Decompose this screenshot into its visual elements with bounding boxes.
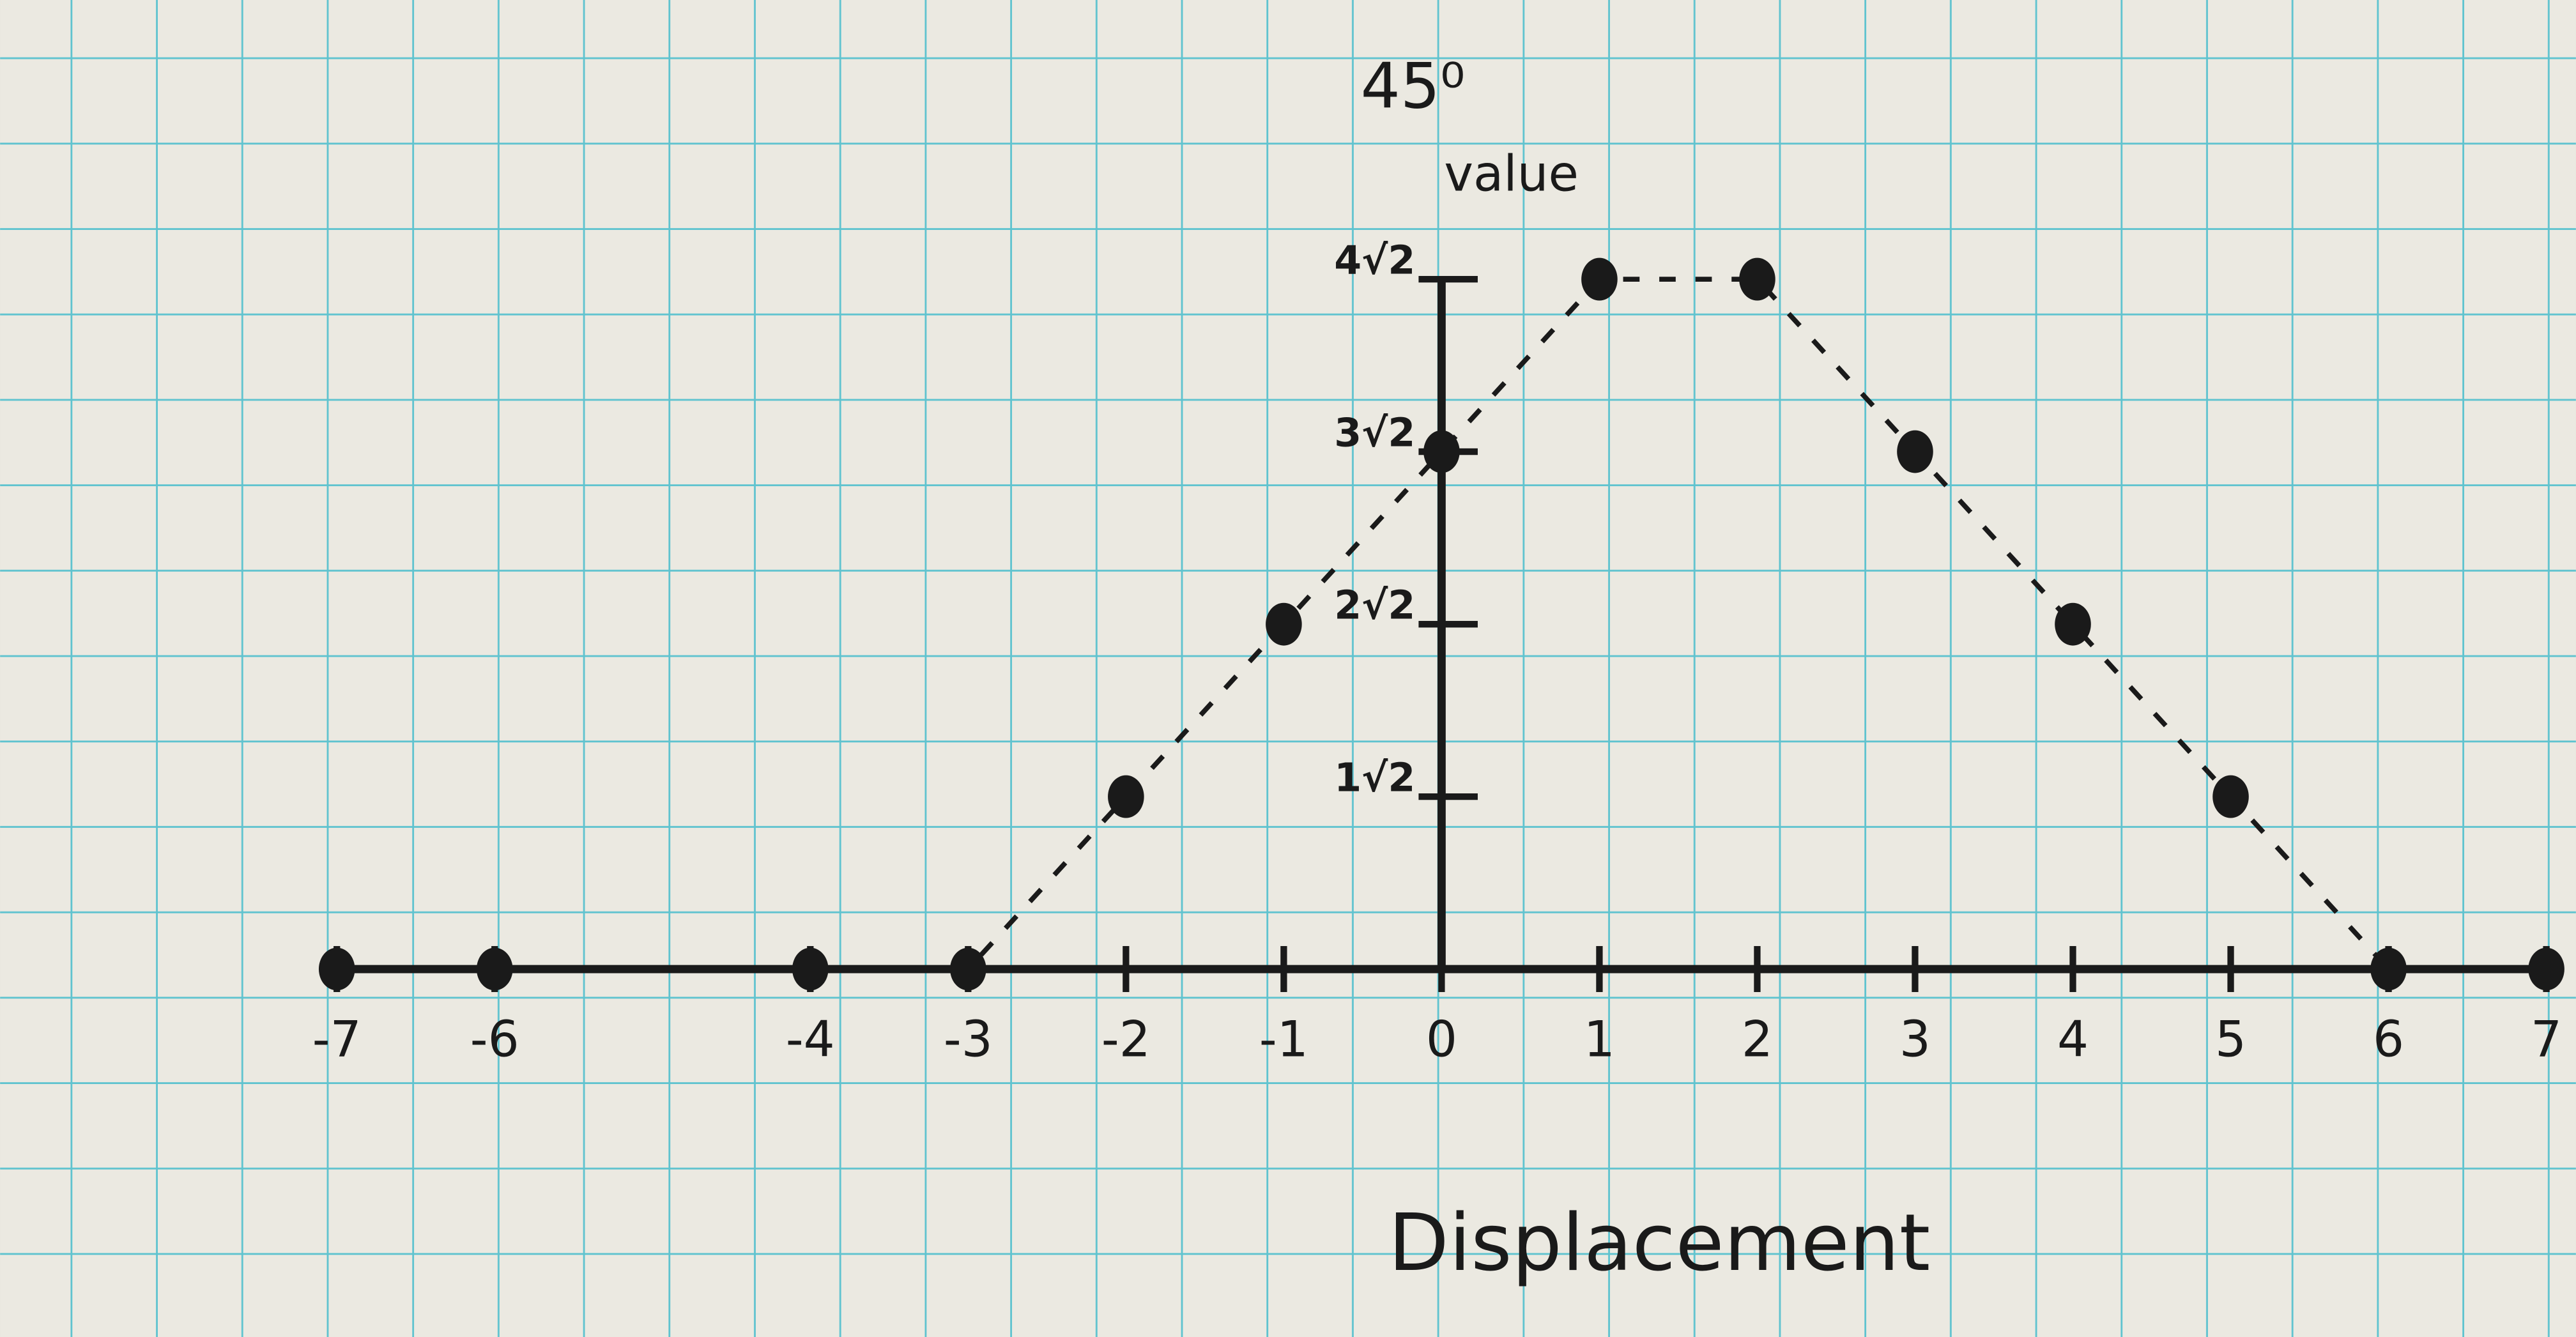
- chart-subtitle: value: [1444, 146, 1579, 203]
- data-point: [1108, 775, 1144, 818]
- x-tick-label: 5: [2215, 1011, 2246, 1069]
- y-tick-label: 3√2: [1334, 409, 1415, 455]
- y-tick-label: 4√2: [1334, 237, 1415, 283]
- data-line: [337, 277, 2547, 972]
- data-point: [2055, 602, 2091, 646]
- x-tick-label: 1: [1584, 1011, 1615, 1069]
- data-point: [1423, 430, 1460, 473]
- data-point: [950, 947, 986, 991]
- x-tick-label: -3: [944, 1011, 993, 1069]
- y-tick-label: 2√2: [1334, 583, 1415, 629]
- x-axis-label: Displacement: [1388, 1197, 1930, 1289]
- data-point: [792, 947, 829, 991]
- data-point: [1739, 257, 1775, 301]
- x-tick-label: 2: [1742, 1011, 1773, 1069]
- x-tick-label: -7: [312, 1011, 362, 1069]
- x-tick-label: 4: [2057, 1011, 2089, 1069]
- x-tick-label: 0: [1426, 1011, 1457, 1069]
- data-point: [1581, 257, 1618, 301]
- x-tick-label: 3: [1899, 1011, 1931, 1069]
- x-tick-label: -1: [1259, 1011, 1308, 1069]
- data-point: [2528, 947, 2564, 991]
- y-tick-label: 1√2: [1334, 754, 1415, 800]
- x-tick-label: -2: [1101, 1011, 1151, 1069]
- data-point: [1897, 430, 1933, 473]
- x-tick-label: 6: [2373, 1011, 2404, 1069]
- data-point: [2212, 775, 2249, 818]
- x-tick-label: 7: [2531, 1011, 2562, 1069]
- x-tick-label: -4: [786, 1011, 835, 1069]
- data-point: [2370, 947, 2407, 991]
- data-point: [476, 947, 513, 991]
- chart-title: 45⁰: [1361, 50, 1465, 123]
- data-point: [1266, 602, 1302, 646]
- x-tick-label: -6: [470, 1011, 519, 1069]
- data-point: [318, 947, 355, 991]
